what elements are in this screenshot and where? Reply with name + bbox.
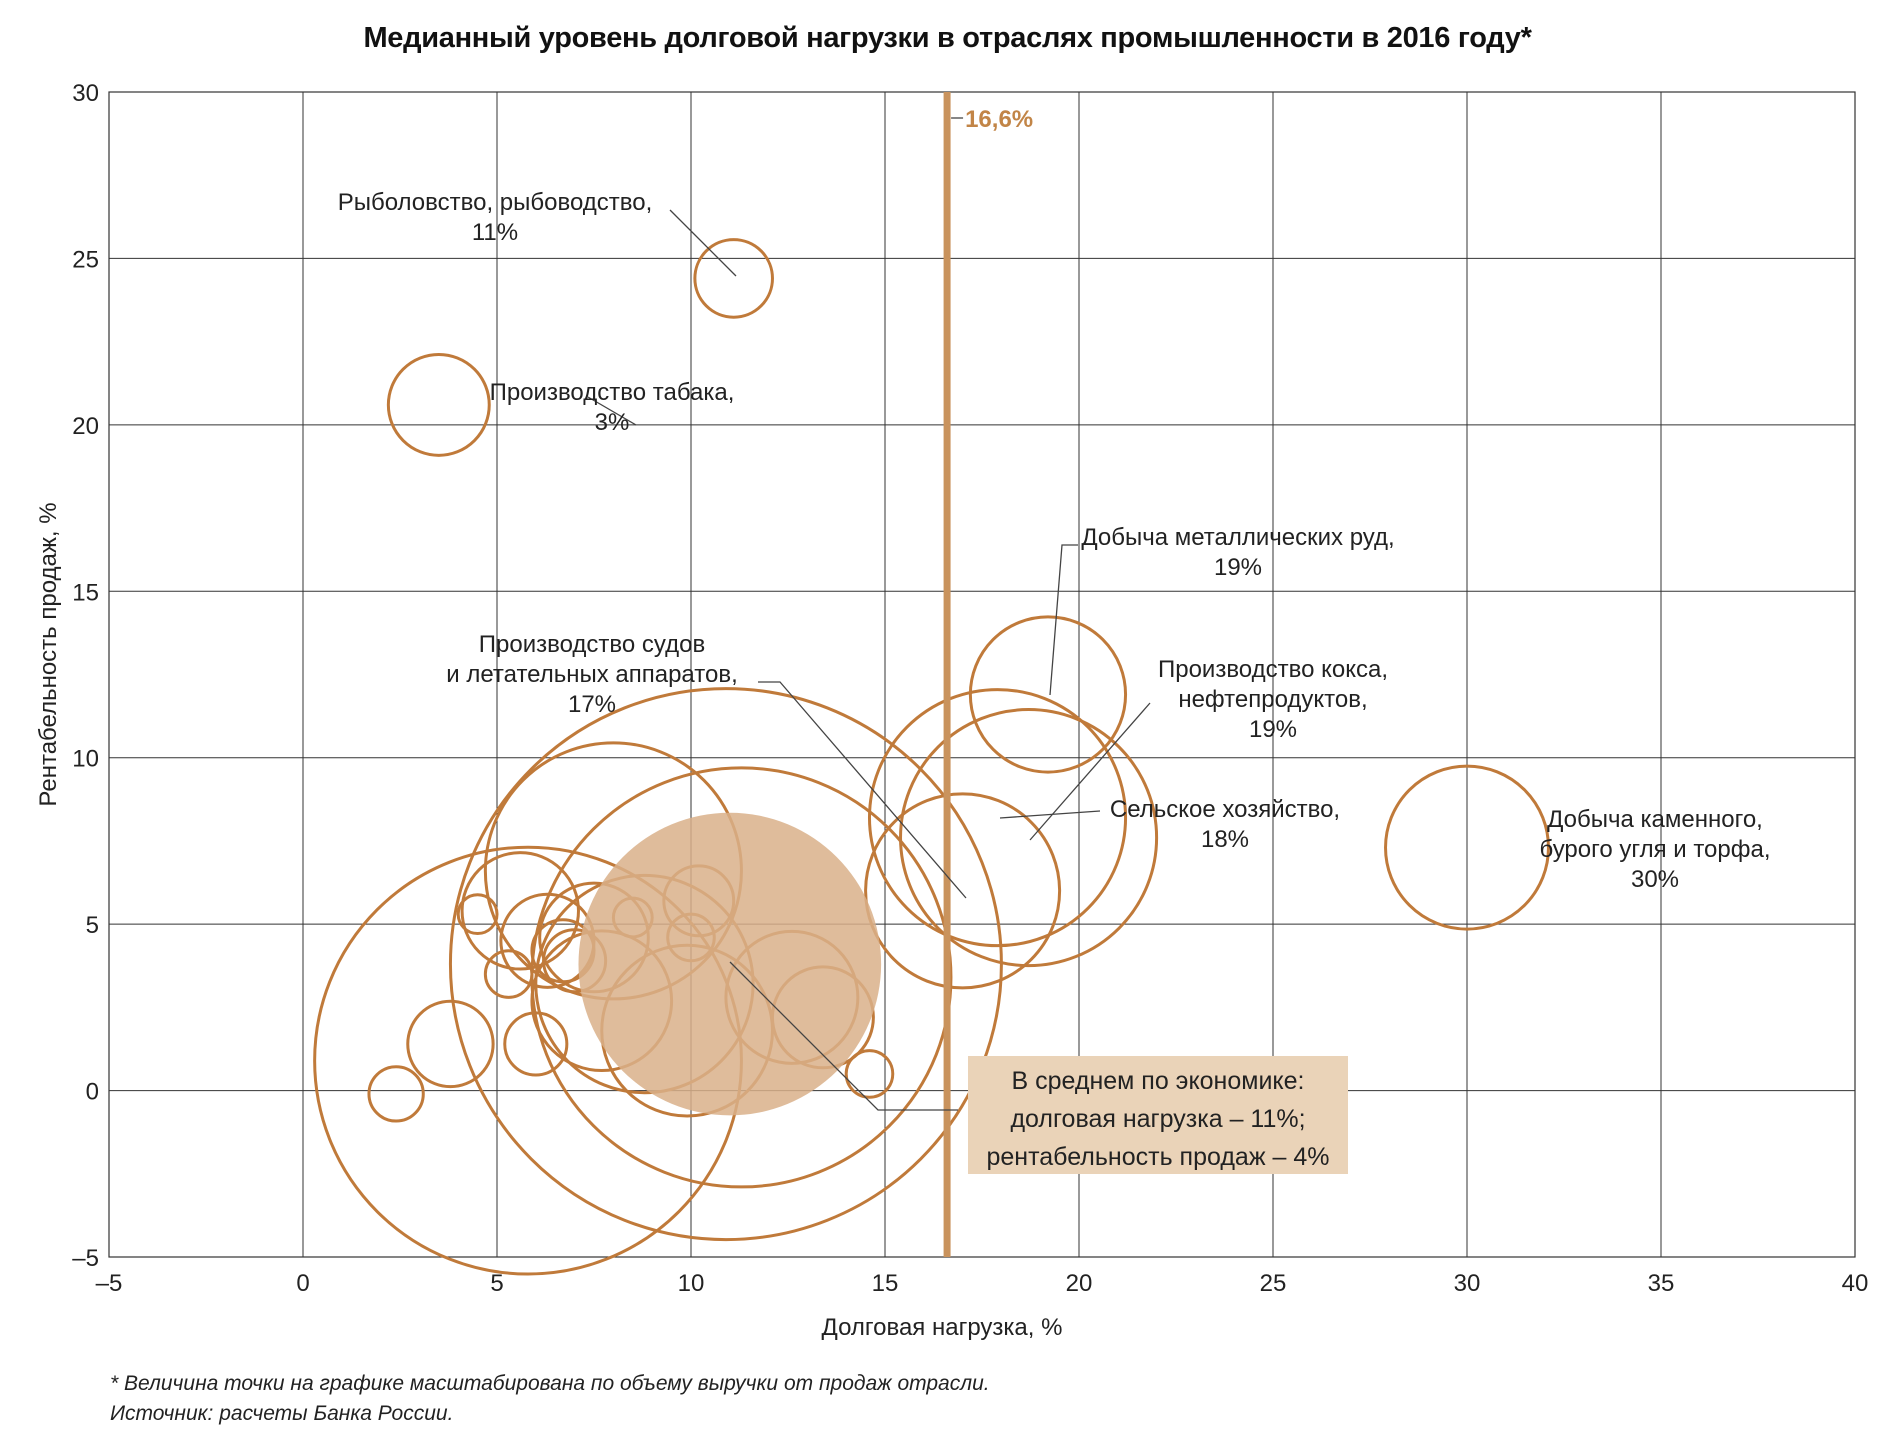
- annotation-leader: [669, 209, 737, 277]
- bubble-point: [899, 708, 1159, 968]
- bubble-point: [483, 949, 534, 999]
- annotation-label: Производство табака,: [490, 379, 735, 406]
- annotation-leader: [999, 810, 1101, 819]
- annotation-label: Производство кокса,: [1158, 656, 1388, 683]
- average-box: [968, 1056, 1348, 1174]
- y-tick-label: 0: [86, 1079, 99, 1106]
- x-tick-label: –5: [96, 1270, 123, 1297]
- annotation-leader: [587, 396, 637, 426]
- x-tick-label: 0: [296, 1270, 309, 1297]
- annotation-label: 18%: [1201, 826, 1249, 853]
- bubble-point: [1384, 764, 1550, 931]
- footnote-source: Источник: расчеты Банка России.: [110, 1402, 454, 1425]
- x-axis-label: Долговая нагрузка, %: [822, 1314, 1063, 1341]
- average-box-line: долговая нагрузка – 11%;: [1010, 1105, 1305, 1133]
- bubble-point: [867, 688, 1128, 948]
- annotation-label: Добыча каменного,: [1547, 806, 1763, 833]
- x-tick-label: 30: [1454, 1270, 1481, 1297]
- y-tick-label: –5: [72, 1245, 99, 1272]
- bubble-point: [448, 687, 1003, 1242]
- y-tick-label: 30: [72, 80, 99, 107]
- annotation-label: бурого угля и торфа,: [1539, 836, 1770, 863]
- x-tick-label: 10: [678, 1270, 705, 1297]
- bubble-point: [503, 1011, 569, 1077]
- bubbles: [313, 238, 1550, 1276]
- annotation-leader: [1049, 544, 1078, 696]
- x-tick-label: 15: [872, 1270, 899, 1297]
- chart-title: Медианный уровень долговой нагрузки в от…: [363, 22, 1532, 54]
- bubble-point: [367, 1065, 425, 1123]
- y-tick-label: 20: [72, 413, 99, 440]
- x-tick-label: 40: [1842, 1270, 1869, 1297]
- bubble-point: [456, 893, 499, 936]
- annotation-label: нефтепродуктов,: [1178, 686, 1367, 713]
- annotation-label: 3%: [595, 409, 630, 436]
- bubble-point: [864, 792, 1062, 990]
- reference-line-label: 16,6%: [965, 106, 1033, 133]
- bubble-point: [844, 1049, 895, 1099]
- grid: [108, 91, 1856, 1258]
- average-box-line: рентабельность продаж – 4%: [987, 1143, 1330, 1171]
- bubble-average: [578, 812, 882, 1116]
- y-axis-label: Рентабельность продаж, %: [35, 502, 62, 806]
- x-tick-label: 25: [1260, 1270, 1287, 1297]
- axes: –5 0 5 10 15 20 25 30 35 40 –5 0 5 10 15 20 25 30 Долговая…: [35, 80, 1868, 1341]
- annotation-label: Сельское хозяйство,: [1110, 796, 1340, 823]
- annotation-label: 17%: [568, 691, 616, 718]
- annotation-label: Рыболовство, рыбоводство,: [338, 189, 653, 216]
- x-tick-label: 20: [1066, 1270, 1093, 1297]
- annotation-leader: [1029, 702, 1151, 841]
- bubble-point: [386, 352, 491, 457]
- footnote-scale: * Величина точки на графике масштабирова…: [110, 1372, 990, 1395]
- annotation-label: 19%: [1249, 716, 1297, 743]
- annotation-label: 30%: [1631, 866, 1679, 893]
- annotation-label: Производство судов: [479, 631, 705, 658]
- bubble-point: [460, 851, 580, 971]
- annotation-leader: [758, 681, 967, 899]
- annotation-label: Добыча металлических руд,: [1081, 524, 1394, 551]
- average-leader: [729, 961, 958, 1111]
- annotations: Рыболовство, рыбоводство, 11% Производство…: [338, 189, 1771, 1174]
- annotation-label: и летательных аппаратов,: [446, 661, 737, 688]
- annotation-label: 19%: [1214, 554, 1262, 581]
- x-tick-label: 5: [490, 1270, 503, 1297]
- average-box-line: В среднем по экономике:: [1011, 1067, 1304, 1095]
- leader-lines: [587, 209, 1151, 1111]
- bubble-point: [968, 615, 1128, 774]
- bubble-point: [406, 999, 495, 1089]
- y-tick-label: 15: [72, 579, 99, 606]
- y-tick-label: 5: [86, 912, 99, 939]
- x-tick-label: 35: [1648, 1270, 1675, 1297]
- y-tick-label: 25: [72, 246, 99, 273]
- plot-frame: [108, 91, 1856, 1258]
- annotation-label: 11%: [472, 219, 518, 246]
- y-tick-label: 10: [72, 746, 99, 773]
- reference-line: 16,6%: [943, 92, 1033, 1257]
- bubble-point: [693, 238, 774, 319]
